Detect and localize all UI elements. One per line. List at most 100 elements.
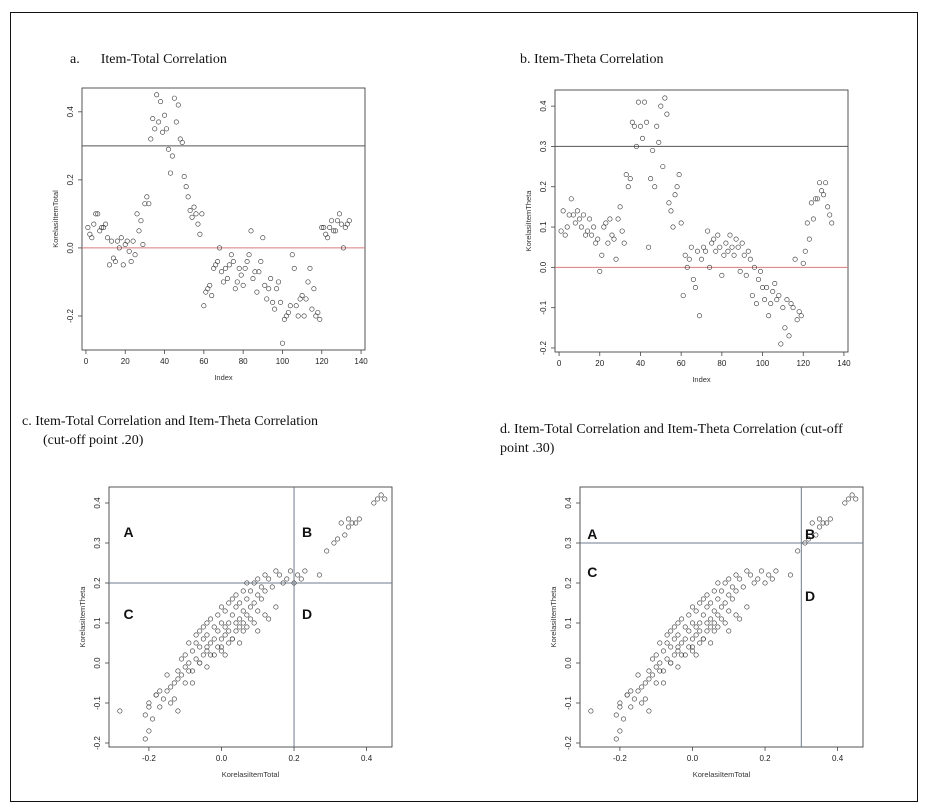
data-point: [316, 572, 322, 578]
data-point: [218, 648, 224, 654]
data-point: [675, 664, 681, 670]
data-point: [639, 135, 645, 141]
data-point: [790, 305, 796, 311]
data-point: [185, 194, 191, 200]
data-point: [660, 648, 666, 654]
data-point: [164, 672, 170, 678]
data-point: [693, 632, 699, 638]
data-point: [666, 200, 672, 206]
data-point: [675, 648, 681, 654]
data-point: [629, 119, 635, 125]
data-point: [637, 123, 643, 129]
data-point: [792, 256, 798, 262]
data-point: [686, 628, 692, 634]
data-point: [758, 568, 764, 574]
data-point: [136, 228, 142, 234]
caption-d: d. Item-Total Correlation and Item-Theta…: [500, 422, 843, 456]
data-point: [644, 119, 650, 125]
data-point: [653, 652, 659, 658]
data-point: [611, 236, 617, 242]
data-point: [613, 256, 619, 262]
data-point: [251, 600, 257, 606]
data-point: [250, 276, 256, 282]
data-point: [315, 310, 321, 316]
data-point: [255, 628, 261, 634]
data-point: [682, 652, 688, 658]
data-point: [800, 260, 806, 266]
data-point: [171, 95, 177, 101]
data-point: [240, 608, 246, 614]
data-point: [558, 228, 564, 234]
x-tick-label: 0: [84, 357, 89, 366]
data-point: [230, 259, 236, 265]
data-point: [715, 612, 721, 618]
x-tick-label: 0.2: [288, 754, 300, 763]
data-point: [733, 236, 739, 242]
data-point: [617, 204, 623, 210]
data-point: [599, 252, 605, 258]
data-point: [280, 580, 286, 586]
y-tick-label: 0.0: [66, 242, 75, 254]
x-tick-label: 20: [595, 359, 604, 368]
data-point: [772, 280, 778, 286]
chart-d-scatter-cutoff-30: -0.2 0.0 0.2 0.4 -0.2 -0.1 0.0 0.1 0.2 0.3 0.4 Kore…: [549, 486, 864, 779]
data-point: [631, 123, 637, 129]
data-point: [287, 568, 293, 574]
data-point: [142, 736, 148, 742]
data-point: [319, 225, 325, 231]
data-point: [167, 170, 173, 176]
data-point: [827, 212, 833, 218]
data-point: [298, 576, 304, 582]
y-tick-label: 0.3: [539, 140, 548, 152]
data-point: [605, 240, 611, 246]
data-point: [672, 192, 678, 198]
data-point: [652, 184, 658, 190]
data-point: [688, 244, 694, 250]
data-point: [144, 194, 150, 200]
data-point: [668, 208, 674, 214]
data-point: [741, 252, 747, 258]
data-point: [146, 704, 152, 710]
data-point: [593, 240, 599, 246]
data-point: [295, 572, 301, 578]
data-point: [209, 293, 215, 299]
data-point: [715, 624, 721, 630]
data-point: [690, 276, 696, 282]
data-point: [165, 146, 171, 152]
data-point: [722, 580, 728, 586]
data-point: [795, 548, 801, 554]
quadrant-label: C: [124, 606, 134, 622]
y-tick-label: 0.2: [93, 577, 102, 589]
data-point: [193, 211, 199, 217]
data-point: [152, 126, 158, 132]
data-point: [179, 656, 185, 662]
data-point: [279, 340, 285, 346]
data-point: [650, 672, 656, 678]
data-point: [849, 492, 855, 498]
data-point: [193, 656, 199, 662]
data-point: [679, 652, 685, 658]
data-point: [576, 216, 582, 222]
plot-box: [81, 87, 366, 351]
data-point: [731, 252, 737, 258]
data-point: [189, 214, 195, 220]
data-point: [621, 716, 627, 722]
data-point: [189, 648, 195, 654]
data-point: [168, 700, 174, 706]
data-point: [89, 235, 95, 241]
y-tick-label: -0.1: [93, 696, 102, 710]
data-point: [646, 668, 652, 674]
data-point: [335, 536, 341, 542]
data-point: [656, 139, 662, 145]
data-point: [238, 272, 244, 278]
data-point: [662, 95, 668, 101]
x-tick-label: 0.4: [832, 754, 844, 763]
data-point: [715, 580, 721, 586]
data-point: [591, 224, 597, 230]
data-point: [587, 216, 593, 222]
quadrant-label: D: [302, 606, 312, 622]
data-point: [751, 580, 757, 586]
data-point: [317, 316, 323, 322]
data-point: [708, 600, 714, 606]
data-point: [749, 293, 755, 299]
